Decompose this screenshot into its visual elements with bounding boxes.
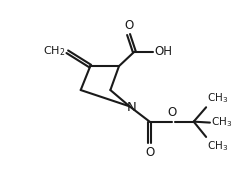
Text: O: O <box>167 106 176 119</box>
Text: O: O <box>124 19 133 32</box>
Text: O: O <box>145 146 154 159</box>
Text: CH$_3$: CH$_3$ <box>211 116 232 130</box>
Text: OH: OH <box>154 45 172 58</box>
Text: CH$_3$: CH$_3$ <box>207 139 228 153</box>
Text: CH$_3$: CH$_3$ <box>207 92 228 105</box>
Text: N: N <box>127 101 137 114</box>
Text: CH$_2$: CH$_2$ <box>43 44 65 58</box>
